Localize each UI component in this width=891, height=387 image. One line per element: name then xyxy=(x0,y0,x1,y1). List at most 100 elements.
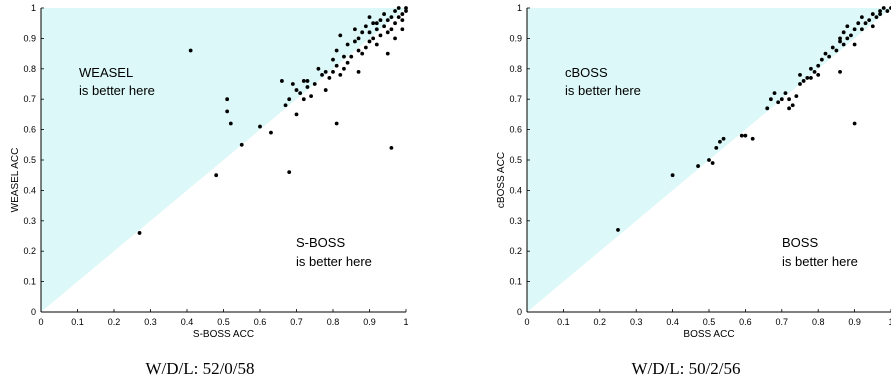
data-point xyxy=(794,94,799,99)
data-point xyxy=(188,48,193,53)
x-tick-label: 0.4 xyxy=(666,317,679,327)
data-point xyxy=(772,91,777,96)
data-point xyxy=(356,69,361,74)
y-tick-label: 0.5 xyxy=(509,155,522,165)
data-point xyxy=(331,69,335,74)
data-point xyxy=(809,66,813,71)
data-point xyxy=(396,6,401,10)
data-point xyxy=(345,42,350,47)
y-tick-label: 0.1 xyxy=(509,277,522,287)
data-point xyxy=(852,121,857,126)
x-tick-label: 1 xyxy=(888,317,891,327)
data-point xyxy=(363,24,368,29)
data-point xyxy=(396,15,401,20)
data-point xyxy=(353,39,357,44)
data-point xyxy=(323,69,328,74)
data-point xyxy=(393,36,397,41)
data-point xyxy=(331,57,335,62)
data-point xyxy=(294,112,299,117)
data-point xyxy=(878,9,882,13)
data-point xyxy=(768,97,773,102)
data-point xyxy=(353,27,357,32)
data-point xyxy=(305,79,310,83)
y-tick-label: 1 xyxy=(517,3,522,13)
data-point xyxy=(710,161,715,165)
y-axis-label: WEASEL ACC xyxy=(10,148,21,213)
cboss-vs-boss-panel: 0 0.1 0.2 0.3 0.4 0.5 0.6 0.7 0.8 0.9 1 0 0.1 0.2 0.3 0… xyxy=(496,3,891,378)
data-point xyxy=(867,18,872,23)
data-point xyxy=(878,12,882,16)
data-point xyxy=(743,133,748,138)
data-point xyxy=(367,15,372,20)
wdl-caption: W/D/L: 50/2/56 xyxy=(631,359,740,378)
x-axis-label: BOSS ACC xyxy=(683,329,734,340)
x-axis-label: S-BOSS ACC xyxy=(193,329,254,340)
lower-annotation-line1: BOSS xyxy=(782,235,818,250)
x-tick-label: 0.3 xyxy=(630,317,643,327)
data-point xyxy=(374,42,379,47)
upper-annotation-line1: cBOSS xyxy=(565,65,608,80)
x-tick-label: 0.3 xyxy=(144,317,157,327)
x-tick-label: 0.6 xyxy=(739,317,752,327)
data-point xyxy=(389,15,394,20)
data-point xyxy=(400,27,405,32)
data-point xyxy=(345,60,350,65)
data-point xyxy=(838,69,842,74)
x-tick-label: 0.5 xyxy=(217,317,230,327)
data-point xyxy=(809,76,813,80)
data-point xyxy=(765,106,770,111)
data-point xyxy=(378,18,383,23)
data-point xyxy=(718,139,722,144)
data-point xyxy=(823,51,828,56)
data-point xyxy=(371,21,376,26)
x-tick-label: 0.7 xyxy=(776,317,789,327)
data-point xyxy=(323,88,328,92)
y-tick-label: 0.1 xyxy=(23,277,36,287)
data-point xyxy=(374,27,379,32)
data-point xyxy=(334,121,339,126)
upper-annotation-line2: is better here xyxy=(79,83,155,98)
data-point xyxy=(258,124,262,129)
y-tick-label: 0.7 xyxy=(509,94,522,104)
data-point xyxy=(389,145,394,150)
data-point xyxy=(225,109,230,114)
y-tick-label: 0.2 xyxy=(23,246,36,256)
data-point xyxy=(349,54,354,59)
data-point xyxy=(838,39,842,44)
data-point xyxy=(798,72,802,77)
data-point xyxy=(787,97,791,102)
x-tick-label: 0.5 xyxy=(703,317,716,327)
data-point xyxy=(360,51,365,56)
data-point xyxy=(225,97,230,102)
data-point xyxy=(363,45,368,50)
y-tick-label: 0.5 xyxy=(23,155,36,165)
data-point xyxy=(670,173,675,178)
x-tick-label: 0 xyxy=(524,317,529,327)
y-tick-label: 0.7 xyxy=(23,94,36,104)
data-point xyxy=(830,45,835,50)
data-point xyxy=(870,12,875,16)
data-point xyxy=(852,42,857,47)
data-point xyxy=(393,21,397,26)
data-point xyxy=(228,121,233,126)
lower-annotation-line2: is better here xyxy=(782,254,858,269)
data-point xyxy=(367,39,372,44)
data-point xyxy=(750,136,755,141)
data-point xyxy=(779,97,784,102)
y-tick-label: 0 xyxy=(517,307,522,317)
data-point xyxy=(298,91,303,96)
data-point xyxy=(137,231,142,235)
data-point xyxy=(312,82,317,86)
data-point xyxy=(280,79,284,83)
data-point xyxy=(404,9,408,13)
data-point xyxy=(816,72,821,77)
data-point xyxy=(294,88,299,92)
y-axis-label: cBOSS ACC xyxy=(496,152,507,208)
data-point xyxy=(367,30,372,35)
data-point xyxy=(400,12,405,16)
data-point xyxy=(301,97,306,102)
data-point xyxy=(334,48,339,53)
data-point xyxy=(776,100,781,105)
data-point xyxy=(371,36,376,41)
